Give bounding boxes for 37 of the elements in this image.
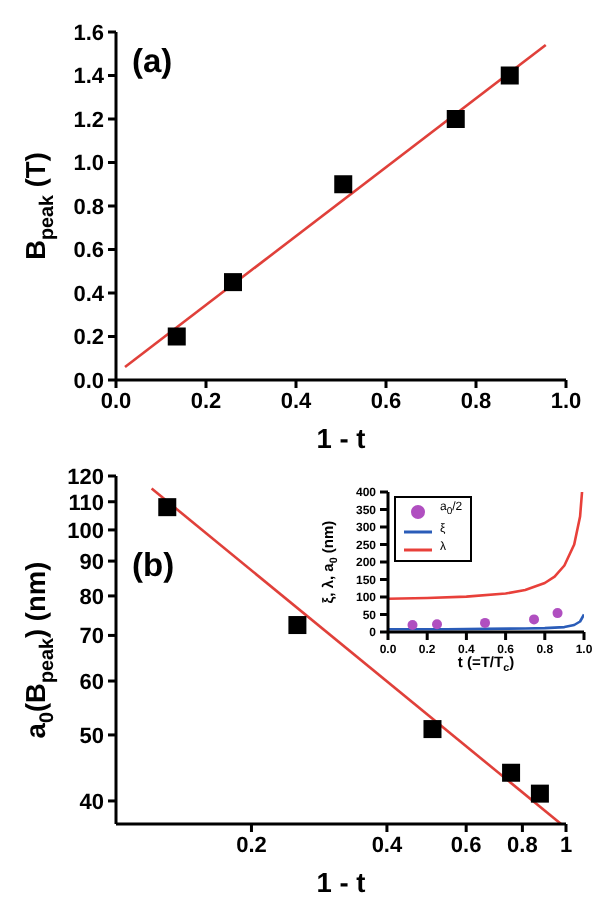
y-tick-label: 120: [67, 465, 104, 490]
y-tick-label: 100: [67, 519, 104, 544]
x-axis-title: 1 - t: [316, 422, 367, 453]
y-tick-label: 0.2: [73, 326, 104, 351]
y-tick-label: 0.6: [73, 239, 104, 264]
x-tick-label: 0.4: [280, 389, 314, 414]
y-tick-label: 80: [79, 585, 104, 610]
y-tick-label: 1.6: [73, 21, 104, 46]
point: [167, 327, 186, 346]
y-tick-label: 0.4: [73, 282, 106, 307]
x-tick-label: 1.0: [550, 389, 582, 414]
annotation: (a): [132, 44, 173, 82]
y-tick-label: 90: [79, 550, 104, 575]
point: [500, 66, 519, 85]
x-tick-label: 0.8: [460, 389, 492, 414]
point: [224, 273, 242, 292]
x-tick-label: 0.2: [190, 389, 222, 414]
x-tick-label: 0.6: [450, 833, 482, 858]
y-tick-label: 70: [79, 625, 104, 650]
point: [334, 175, 353, 194]
y-tick-label: 40: [79, 790, 104, 815]
x-tick-label: 0.2: [236, 833, 267, 858]
line-series: [388, 492, 584, 601]
y-tick-label: 1.2: [73, 108, 104, 133]
y-tick-label: 0.8: [73, 195, 104, 220]
x-tick-label: 0.8: [507, 833, 538, 858]
x-axis-title: 1 - t: [316, 866, 367, 897]
x-tick-label: 0.0: [100, 389, 132, 414]
annotation: (b): [132, 548, 175, 586]
y-tick-label: 1.4: [73, 65, 106, 90]
point: [446, 110, 465, 128]
y-tick-label: 0.0: [73, 369, 104, 394]
y-tick-label: 110: [68, 491, 104, 516]
y-tick-label: 60: [79, 670, 104, 695]
y-tick-label: 1.0: [73, 152, 104, 177]
y-tick-label: 50: [79, 724, 104, 749]
x-tick-label: 1: [559, 833, 573, 858]
